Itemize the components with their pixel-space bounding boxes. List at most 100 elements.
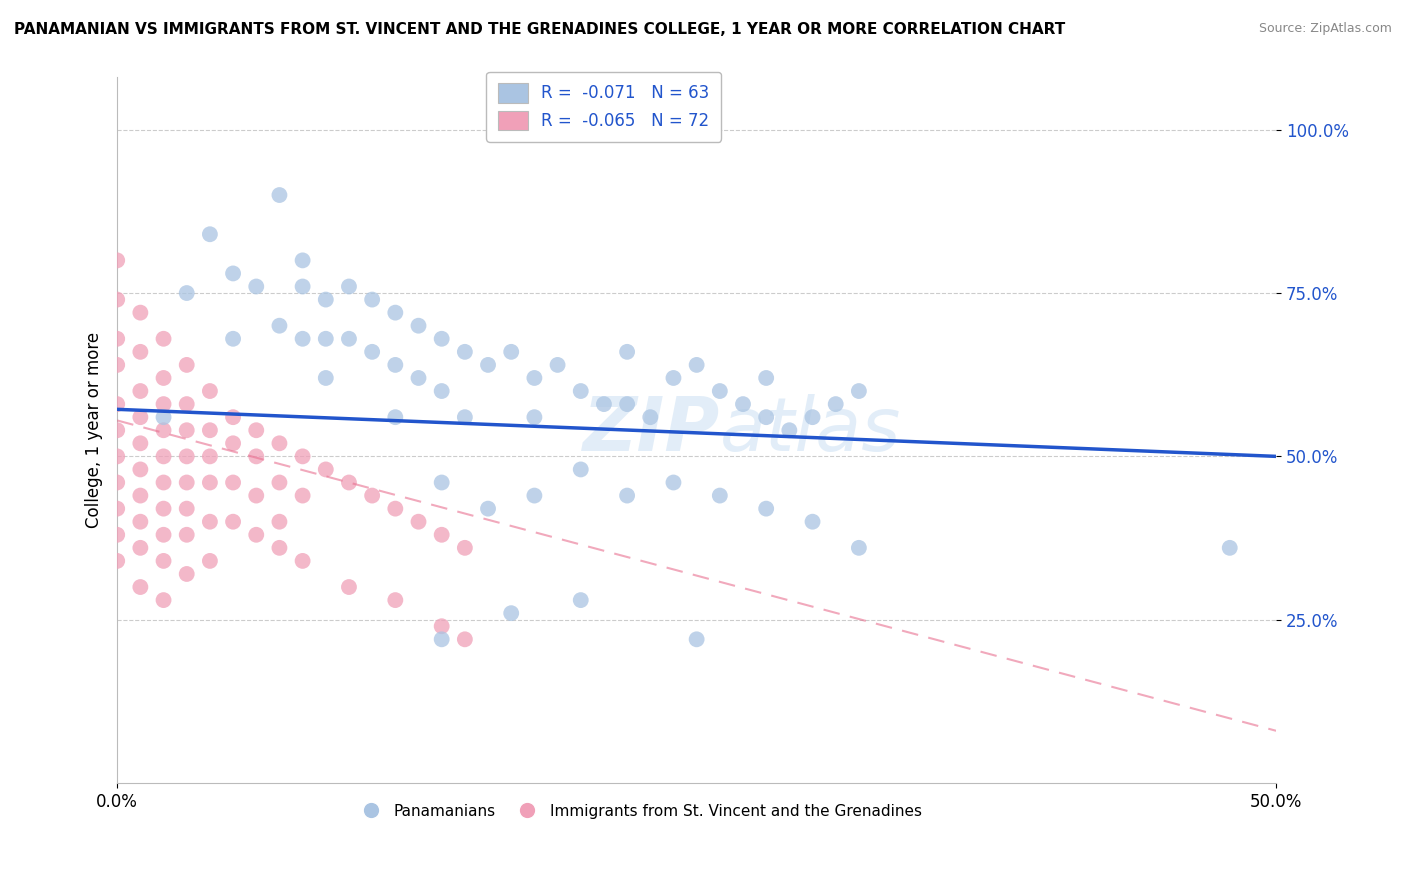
Legend: Panamanians, Immigrants from St. Vincent and the Grenadines: Panamanians, Immigrants from St. Vincent…: [350, 797, 928, 825]
Point: [245, 423, 267, 437]
Point: [616, 344, 638, 359]
Point: [129, 462, 152, 476]
Point: [129, 489, 152, 503]
Point: [454, 541, 477, 555]
Point: [152, 501, 174, 516]
Point: [245, 279, 267, 293]
Point: [569, 462, 592, 476]
Point: [430, 632, 453, 647]
Point: [176, 423, 198, 437]
Point: [152, 371, 174, 385]
Point: [152, 528, 174, 542]
Text: atlas: atlas: [720, 394, 901, 467]
Point: [731, 397, 754, 411]
Point: [616, 489, 638, 503]
Point: [105, 423, 128, 437]
Point: [176, 450, 198, 464]
Point: [198, 384, 221, 398]
Point: [152, 593, 174, 607]
Point: [176, 397, 198, 411]
Point: [523, 371, 546, 385]
Point: [430, 332, 453, 346]
Point: [337, 332, 360, 346]
Point: [291, 332, 314, 346]
Point: [129, 515, 152, 529]
Point: [755, 371, 778, 385]
Point: [337, 279, 360, 293]
Point: [105, 358, 128, 372]
Point: [176, 528, 198, 542]
Point: [152, 475, 174, 490]
Point: [523, 489, 546, 503]
Point: [152, 450, 174, 464]
Point: [662, 475, 685, 490]
Point: [245, 450, 267, 464]
Point: [755, 410, 778, 425]
Point: [291, 450, 314, 464]
Point: [105, 528, 128, 542]
Point: [778, 423, 800, 437]
Point: [105, 501, 128, 516]
Point: [269, 436, 291, 450]
Point: [269, 188, 291, 202]
Point: [152, 410, 174, 425]
Point: [152, 554, 174, 568]
Point: [709, 489, 731, 503]
Point: [384, 501, 406, 516]
Point: [105, 397, 128, 411]
Point: [129, 580, 152, 594]
Point: [198, 450, 221, 464]
Point: [640, 410, 662, 425]
Point: [291, 554, 314, 568]
Point: [384, 410, 406, 425]
Point: [755, 501, 778, 516]
Point: [245, 528, 267, 542]
Point: [198, 423, 221, 437]
Point: [685, 632, 707, 647]
Point: [1219, 541, 1241, 555]
Point: [315, 371, 337, 385]
Point: [361, 489, 384, 503]
Point: [176, 475, 198, 490]
Point: [662, 371, 685, 385]
Point: [269, 475, 291, 490]
Point: [801, 410, 824, 425]
Point: [152, 423, 174, 437]
Point: [291, 489, 314, 503]
Point: [269, 515, 291, 529]
Point: [848, 541, 870, 555]
Point: [222, 475, 245, 490]
Point: [269, 318, 291, 333]
Text: ZIP: ZIP: [582, 393, 720, 467]
Point: [569, 384, 592, 398]
Y-axis label: College, 1 year or more: College, 1 year or more: [86, 332, 103, 528]
Point: [105, 475, 128, 490]
Point: [269, 541, 291, 555]
Point: [685, 358, 707, 372]
Point: [198, 554, 221, 568]
Point: [222, 436, 245, 450]
Point: [384, 305, 406, 319]
Point: [291, 253, 314, 268]
Point: [129, 410, 152, 425]
Point: [245, 489, 267, 503]
Point: [222, 267, 245, 281]
Point: [430, 619, 453, 633]
Point: [152, 332, 174, 346]
Point: [105, 450, 128, 464]
Point: [408, 515, 430, 529]
Point: [176, 566, 198, 581]
Point: [430, 528, 453, 542]
Point: [176, 501, 198, 516]
Point: [129, 384, 152, 398]
Point: [454, 344, 477, 359]
Point: [222, 410, 245, 425]
Point: [222, 332, 245, 346]
Point: [408, 371, 430, 385]
Point: [709, 384, 731, 398]
Point: [198, 475, 221, 490]
Point: [361, 293, 384, 307]
Point: [501, 344, 523, 359]
Point: [337, 580, 360, 594]
Point: [593, 397, 616, 411]
